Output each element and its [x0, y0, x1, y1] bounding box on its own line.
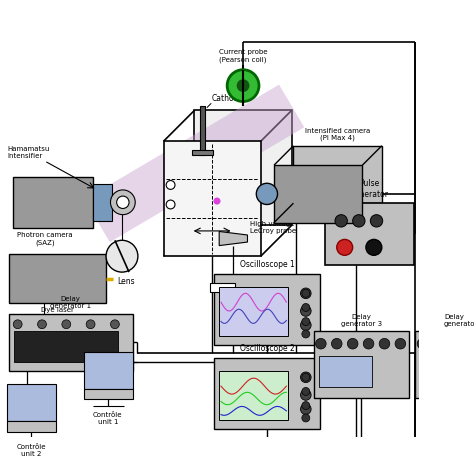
Circle shape	[301, 390, 311, 400]
Text: Oscilloscope 2: Oscilloscope 2	[239, 345, 294, 354]
Circle shape	[256, 183, 277, 204]
Circle shape	[301, 288, 311, 299]
FancyBboxPatch shape	[210, 283, 235, 292]
FancyBboxPatch shape	[7, 421, 55, 432]
Circle shape	[337, 239, 353, 255]
FancyBboxPatch shape	[325, 203, 414, 265]
Circle shape	[302, 318, 310, 326]
Circle shape	[301, 306, 311, 316]
Circle shape	[117, 196, 129, 209]
FancyBboxPatch shape	[9, 255, 106, 303]
Circle shape	[449, 338, 460, 349]
Text: Cathode: Cathode	[211, 94, 243, 103]
FancyBboxPatch shape	[164, 141, 261, 256]
Circle shape	[302, 374, 310, 381]
FancyBboxPatch shape	[319, 356, 372, 387]
Circle shape	[302, 289, 310, 297]
FancyBboxPatch shape	[9, 314, 133, 371]
FancyBboxPatch shape	[219, 287, 288, 336]
Circle shape	[13, 320, 22, 328]
FancyBboxPatch shape	[219, 371, 288, 419]
Circle shape	[237, 79, 249, 92]
FancyBboxPatch shape	[214, 358, 320, 428]
Circle shape	[227, 70, 259, 101]
Text: Contrôle
unit 1: Contrôle unit 1	[93, 412, 123, 425]
Circle shape	[166, 200, 175, 209]
FancyBboxPatch shape	[200, 106, 205, 155]
Text: Lens: Lens	[118, 276, 135, 285]
FancyBboxPatch shape	[13, 177, 93, 228]
Circle shape	[110, 190, 135, 215]
Text: Photron camera
(SAZ): Photron camera (SAZ)	[17, 232, 73, 246]
Circle shape	[433, 338, 444, 349]
FancyBboxPatch shape	[314, 331, 409, 398]
FancyBboxPatch shape	[93, 184, 112, 221]
Circle shape	[302, 330, 310, 338]
Circle shape	[417, 338, 428, 349]
FancyBboxPatch shape	[194, 110, 292, 225]
Text: Delay
generator 3: Delay generator 3	[341, 314, 382, 327]
Text: Contrôle
unit 2: Contrôle unit 2	[16, 445, 46, 457]
Circle shape	[465, 338, 474, 349]
Circle shape	[302, 414, 310, 422]
FancyBboxPatch shape	[293, 146, 382, 203]
Circle shape	[353, 215, 365, 227]
Polygon shape	[219, 231, 247, 246]
Text: Delay
generator 1: Delay generator 1	[50, 296, 91, 309]
FancyBboxPatch shape	[7, 384, 55, 421]
Circle shape	[166, 181, 175, 190]
FancyBboxPatch shape	[214, 274, 320, 345]
Circle shape	[316, 338, 326, 349]
FancyBboxPatch shape	[274, 165, 363, 223]
Text: Oscilloscope 1: Oscilloscope 1	[239, 260, 294, 269]
Circle shape	[379, 338, 390, 349]
Polygon shape	[85, 85, 304, 242]
Circle shape	[302, 387, 310, 395]
Circle shape	[301, 372, 311, 383]
Circle shape	[301, 404, 311, 414]
FancyBboxPatch shape	[192, 150, 213, 155]
FancyBboxPatch shape	[14, 331, 118, 362]
Circle shape	[86, 320, 95, 328]
Circle shape	[363, 338, 374, 349]
Text: Current probe
(Pearson coil): Current probe (Pearson coil)	[219, 49, 267, 63]
Circle shape	[302, 303, 310, 311]
Circle shape	[395, 338, 406, 349]
Text: High voltage
LeCroy probe: High voltage LeCroy probe	[250, 221, 296, 234]
Circle shape	[62, 320, 71, 328]
Circle shape	[302, 401, 310, 410]
Circle shape	[370, 215, 383, 227]
Text: Intensified camera
(PI Max 4): Intensified camera (PI Max 4)	[305, 128, 370, 141]
Circle shape	[37, 320, 46, 328]
FancyBboxPatch shape	[421, 356, 474, 387]
Circle shape	[213, 198, 220, 205]
Circle shape	[301, 320, 311, 330]
FancyBboxPatch shape	[415, 331, 474, 398]
Circle shape	[106, 240, 138, 272]
Circle shape	[347, 338, 358, 349]
FancyBboxPatch shape	[84, 389, 133, 400]
Text: Pulse
generator: Pulse generator	[350, 179, 389, 199]
Circle shape	[366, 239, 382, 255]
FancyBboxPatch shape	[84, 352, 133, 389]
Circle shape	[110, 320, 119, 328]
Text: Dye laser
(rhodamine 590): Dye laser (rhodamine 590)	[28, 307, 87, 320]
Circle shape	[335, 215, 347, 227]
Text: Hamamatsu
Intensifier: Hamamatsu Intensifier	[7, 146, 49, 159]
Circle shape	[331, 338, 342, 349]
Text: Delay
generator: Delay generator	[444, 314, 474, 327]
